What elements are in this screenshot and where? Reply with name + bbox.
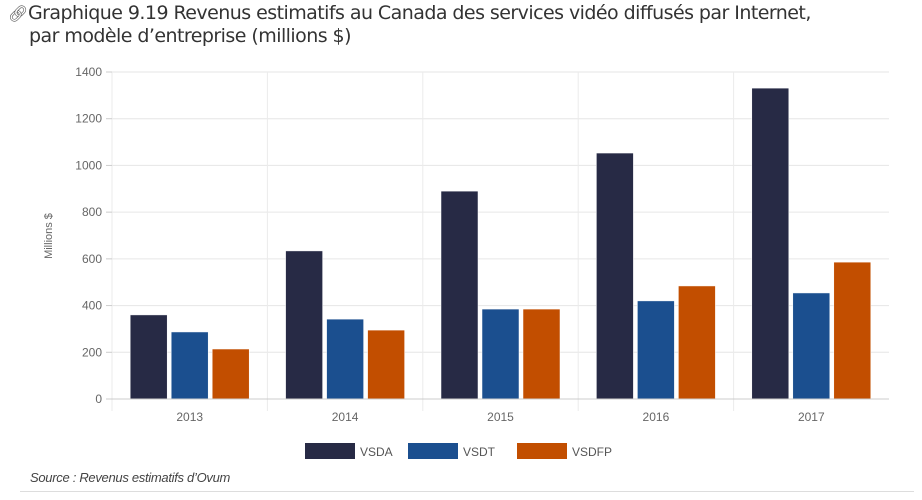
y-tick-label: 1400 <box>75 65 102 79</box>
y-tick-label: 600 <box>82 252 102 266</box>
link-icon[interactable]: 🔗︎ <box>8 4 28 23</box>
legend-swatch <box>517 443 567 459</box>
bar-vsdfp-2017[interactable] <box>833 261 872 400</box>
bar-vsdt-2014[interactable] <box>326 318 364 400</box>
x-axis-ticks: 2013 2014 2015 2016 2017 <box>176 410 825 424</box>
bar-vsdfp-2016[interactable] <box>678 285 716 400</box>
bar-vsdfp-2015[interactable] <box>522 308 561 400</box>
legend-item-vsdfp[interactable]: VSDFP <box>517 443 612 459</box>
x-tick-label: 2017 <box>798 410 825 424</box>
x-tick-label: 2016 <box>643 410 670 424</box>
x-tick-label: 2014 <box>332 410 359 424</box>
legend-label: VSDT <box>463 445 496 459</box>
bar-vsda-2013[interactable] <box>129 314 168 400</box>
legend-item-vsdt[interactable]: VSDT <box>408 443 496 459</box>
legend-label: VSDA <box>360 445 393 459</box>
y-axis-label: Millions $ <box>43 213 55 259</box>
y-tick-label: 200 <box>82 345 102 359</box>
source-note: Source : Revenus estimatifs d’Ovum <box>30 470 231 485</box>
legend-swatch <box>408 443 458 459</box>
bar-vsdt-2013[interactable] <box>170 331 209 400</box>
bar-vsda-2014[interactable] <box>285 250 323 400</box>
bar-chart: 0 200 400 600 800 1000 1200 1400 Millions $ 201… <box>43 65 889 459</box>
legend-label: VSDFP <box>572 445 612 459</box>
legend: VSDA VSDT VSDFP <box>305 443 612 459</box>
legend-swatch <box>305 443 355 459</box>
title-line-2: par modèle d’entreprise (millions $) <box>29 25 351 47</box>
chart-title: 🔗︎Graphique 9.19 Revenus estimatifs au C… <box>8 2 908 47</box>
y-tick-label: 400 <box>82 299 102 313</box>
legend-item-vsda[interactable]: VSDA <box>305 443 393 459</box>
bars <box>129 87 872 400</box>
x-tick-label: 2013 <box>176 410 203 424</box>
y-axis-ticks: 0 200 400 600 800 1000 1200 1400 <box>75 65 112 406</box>
divider <box>20 491 914 492</box>
bar-vsdt-2016[interactable] <box>637 300 675 400</box>
bar-vsda-2017[interactable] <box>751 87 790 400</box>
y-tick-label: 800 <box>82 205 102 219</box>
y-tick-label: 0 <box>95 392 102 406</box>
x-tick-label: 2015 <box>487 410 514 424</box>
bar-vsdt-2017[interactable] <box>792 292 831 400</box>
y-tick-label: 1000 <box>75 158 102 172</box>
y-tick-label: 1200 <box>75 112 102 126</box>
bar-vsdt-2015[interactable] <box>481 308 520 400</box>
bar-vsda-2015[interactable] <box>440 190 479 400</box>
title-line-1: Graphique 9.19 Revenus estimatifs au Can… <box>28 2 811 24</box>
bar-vsdfp-2014[interactable] <box>367 329 405 400</box>
bar-vsda-2016[interactable] <box>596 152 634 400</box>
bar-vsdfp-2013[interactable] <box>211 348 250 400</box>
